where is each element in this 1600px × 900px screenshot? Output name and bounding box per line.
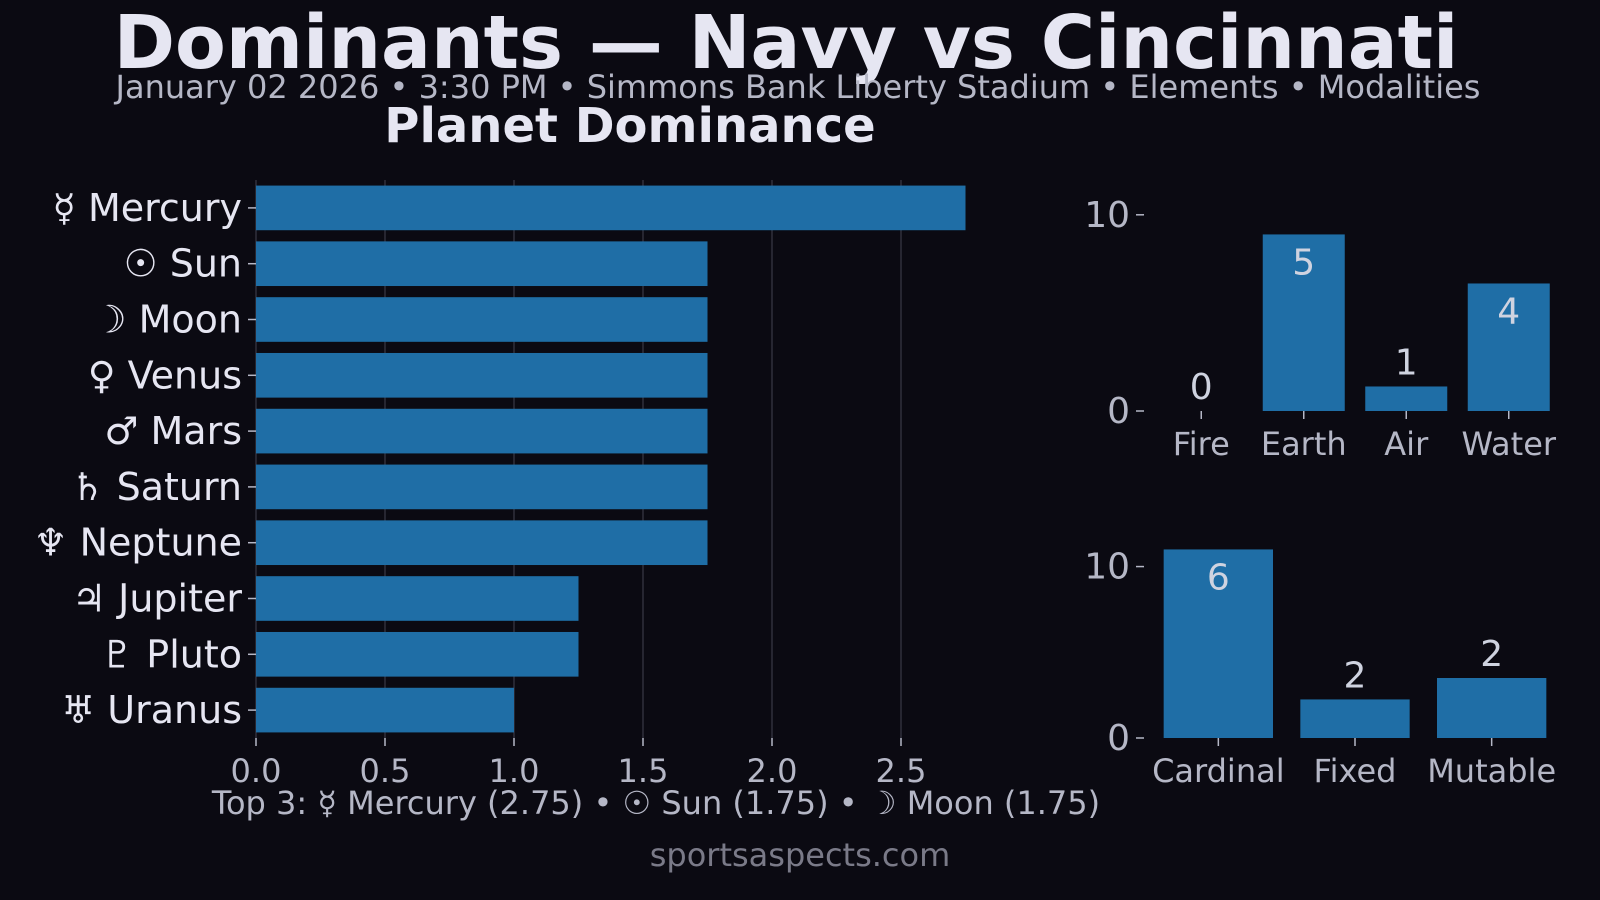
x-tick-label: 2.0 — [747, 752, 798, 790]
planet-label: ♃ Jupiter — [72, 577, 242, 621]
planet-label: ♅ Uranus — [61, 688, 242, 732]
planet-label: ☿ Mercury — [53, 186, 242, 230]
value-label: 2 — [1344, 655, 1367, 696]
watermark: sportsaspects.com — [650, 836, 951, 874]
planet-label: ♂ Mars — [104, 409, 242, 453]
planet-label: ♀ Venus — [88, 353, 242, 397]
planet-dominance-chart: 0.0 0.5 1.0 1.5 2.0 2.5 ☿ Mercury ☉ Sun ☽ Moon ♀ … — [33, 180, 966, 790]
planet-bar — [256, 241, 708, 287]
y-tick-label: 0 — [1107, 718, 1130, 759]
bar — [1262, 234, 1345, 411]
planet-bar — [256, 631, 579, 677]
elements-chart: 0 10 Fire 0 Earth 5 Air 1 Water 4 — [1084, 195, 1557, 463]
planet-bar — [256, 408, 708, 454]
category-label: Fire — [1173, 425, 1230, 463]
planet-label: ☉ Sun — [124, 242, 242, 286]
planet-bar — [256, 464, 708, 510]
modalities-chart: 0 10 Cardinal 6 Fixed 2 Mutable 2 — [1084, 547, 1556, 790]
y-tick-label: 0 — [1107, 391, 1130, 432]
y-tick-label: 10 — [1084, 195, 1130, 236]
x-tick-label: 1.0 — [489, 752, 540, 790]
planet-bar — [256, 352, 708, 398]
value-label: 1 — [1395, 342, 1418, 383]
planet-bar — [256, 576, 579, 621]
top3-caption: Top 3: ☿ Mercury (2.75) • ☉ Sun (1.75) •… — [211, 784, 1100, 822]
category-label: Earth — [1261, 425, 1347, 463]
planet-bar — [256, 297, 708, 342]
category-label: Water — [1461, 425, 1556, 463]
planet-chart-title: Planet Dominance — [384, 98, 875, 154]
x-tick-label: 1.5 — [618, 752, 669, 790]
category-label: Air — [1384, 425, 1429, 463]
planet-label: ☽ Moon — [92, 298, 242, 342]
value-label: 6 — [1207, 557, 1230, 598]
x-tick-label: 0.0 — [231, 752, 282, 790]
value-label: 5 — [1292, 242, 1315, 283]
planet-label: ♄ Saturn — [70, 465, 242, 509]
value-label: 4 — [1497, 291, 1520, 332]
bar — [1163, 549, 1273, 738]
page-title: Dominants — Navy vs Cincinnati — [114, 0, 1459, 86]
category-label: Cardinal — [1152, 752, 1285, 790]
page-subtitle: January 02 2026 • 3:30 PM • Simmons Bank… — [114, 68, 1481, 106]
category-label: Mutable — [1427, 752, 1556, 790]
x-tick-label: 0.5 — [360, 752, 411, 790]
value-label: 0 — [1190, 367, 1213, 408]
bar — [1467, 283, 1550, 411]
planet-bar — [256, 687, 514, 733]
planet-label: ♆ Neptune — [33, 521, 242, 565]
y-tick-label: 10 — [1084, 547, 1130, 588]
x-tick-label: 2.5 — [876, 752, 927, 790]
bar — [1300, 699, 1410, 738]
category-label: Fixed — [1314, 752, 1397, 790]
bar — [1437, 678, 1547, 738]
planet-label: ♇ Pluto — [100, 632, 242, 676]
planet-bar — [256, 185, 966, 231]
planet-bar — [256, 520, 708, 566]
bar — [1365, 386, 1448, 411]
value-label: 2 — [1480, 634, 1503, 675]
